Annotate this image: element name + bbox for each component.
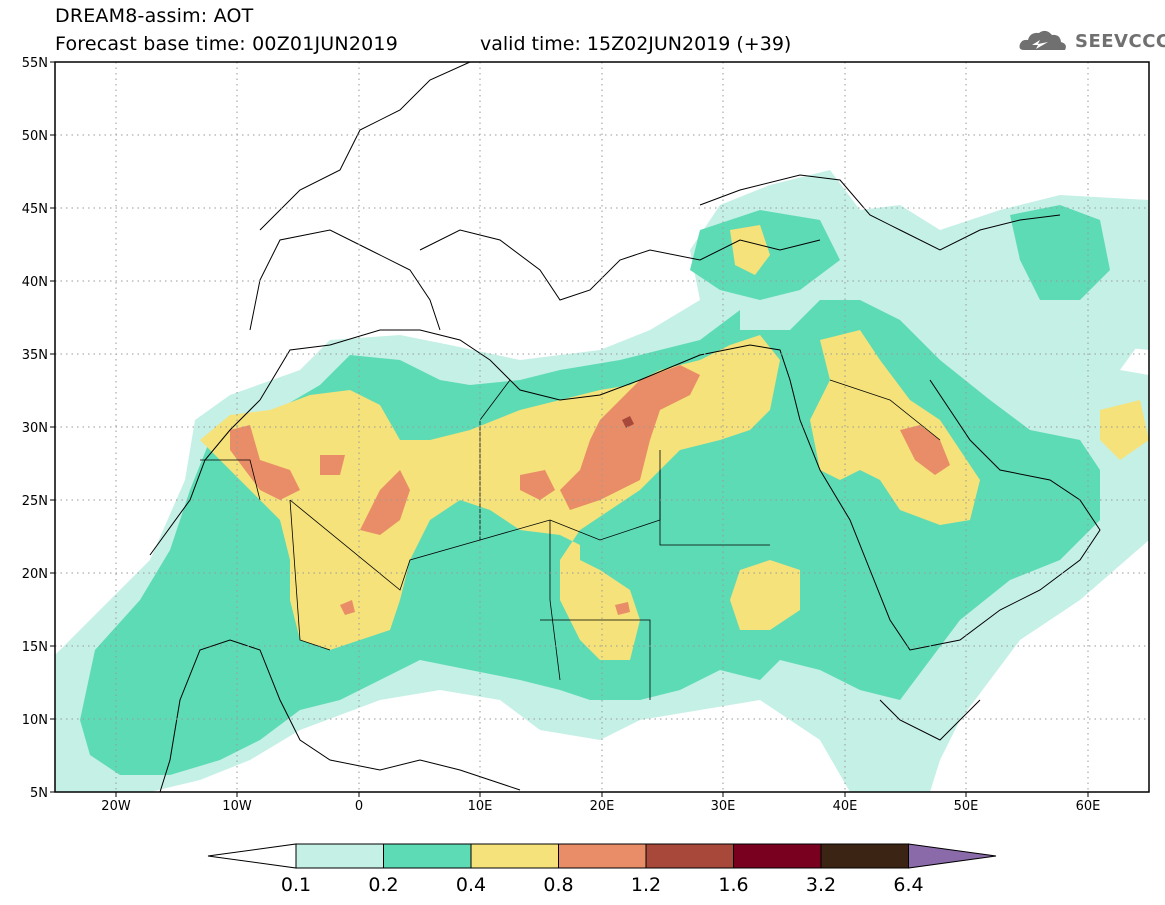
longitude-ticks [115, 792, 1089, 797]
map-title: DREAM8-assim: AOT [55, 5, 254, 27]
coastlines [149, 62, 1101, 792]
colorbar-label: 0.4 [456, 874, 486, 896]
lon-label: 60E [1076, 799, 1101, 814]
lat-label: 40N [22, 275, 48, 290]
latitude-axis: 55N 50N 45N 40N 35N 30N 25N 20N 15N 10N … [22, 56, 48, 801]
forecast-base-time: Forecast base time: 00Z01JUN2019 [55, 33, 398, 55]
colorbar-bin [470, 843, 559, 869]
lat-label: 10N [22, 713, 48, 728]
colorbar-bin [645, 843, 734, 869]
lat-label: 50N [22, 129, 48, 144]
lon-label: 10W [222, 799, 252, 814]
colorbar-label: 6.4 [893, 874, 923, 896]
lat-label: 15N [22, 640, 48, 655]
lat-label: 30N [22, 421, 48, 436]
lon-label: 0 [355, 799, 363, 814]
lon-label: 30E [711, 799, 736, 814]
aot-level-1.2 [622, 416, 634, 428]
lon-label: 20W [101, 799, 131, 814]
lat-label: 5N [30, 786, 48, 801]
colorbar-label: 0.1 [281, 874, 311, 896]
colorbar-bin [383, 843, 472, 869]
lat-label: 35N [22, 348, 48, 363]
logo-text: SEEVCCC [1075, 31, 1165, 52]
colorbar-bin [295, 843, 384, 869]
colorbar-label: 1.2 [631, 874, 661, 896]
colorbar-under-arrow [207, 843, 297, 869]
colorbar-label: 1.6 [718, 874, 748, 896]
latitude-ticks [50, 61, 55, 793]
lat-label: 25N [22, 494, 48, 509]
colorbar-bin [733, 843, 822, 869]
lon-label: 20E [590, 799, 615, 814]
longitude-axis: 20W 10W 0 10E 20E 30E 40E 50E 60E [101, 799, 1100, 814]
lon-label: 10E [468, 799, 493, 814]
colorbar-labels: 0.1 0.2 0.4 0.8 1.2 1.6 3.2 6.4 [281, 874, 924, 896]
valid-time: valid time: 15Z02JUN2019 (+39) [480, 33, 792, 55]
seevccc-cloud-logo-icon [1019, 30, 1066, 50]
lat-label: 55N [22, 56, 48, 71]
colorbar-over-arrow [908, 843, 997, 869]
colorbar-bin [820, 843, 909, 869]
colorbar-label: 0.8 [543, 874, 573, 896]
colorbar [207, 843, 997, 869]
colorbar-bin [558, 843, 647, 869]
lat-label: 45N [22, 202, 48, 217]
aot-level-0.8 [230, 365, 950, 615]
lat-label: 20N [22, 567, 48, 582]
lon-label: 50E [954, 799, 979, 814]
colorbar-label: 3.2 [806, 874, 836, 896]
lon-label: 40E [833, 799, 858, 814]
colorbar-label: 0.2 [368, 874, 398, 896]
graticule [55, 62, 1149, 792]
